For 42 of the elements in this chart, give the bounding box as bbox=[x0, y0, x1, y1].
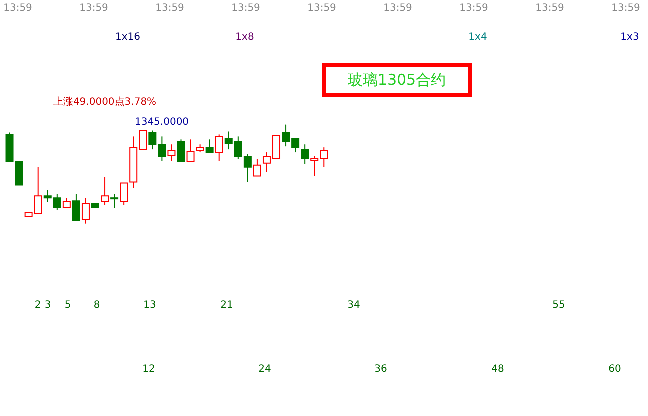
text: 36 bbox=[374, 364, 388, 375]
text: 13:59 bbox=[156, 3, 184, 14]
candlestick bbox=[101, 176, 110, 206]
annotation: 1345.0000 bbox=[134, 117, 190, 128]
candlestick bbox=[110, 194, 119, 208]
candlestick bbox=[62, 198, 71, 208]
text: 13:59 bbox=[232, 3, 260, 14]
text: 2 bbox=[34, 300, 42, 311]
text: 34 bbox=[348, 300, 360, 311]
candlestick bbox=[82, 198, 90, 224]
text: 13:59 bbox=[384, 3, 412, 14]
text: 13:59 bbox=[308, 3, 336, 14]
text: 48 bbox=[492, 364, 504, 375]
candlestick bbox=[215, 134, 224, 162]
candlestick bbox=[120, 182, 128, 206]
text: 1x8 bbox=[236, 32, 254, 43]
text: 8 bbox=[94, 300, 100, 311]
text: 24 bbox=[258, 364, 272, 375]
text: 3 bbox=[44, 300, 52, 311]
text: 上涨49.0000点3.78% bbox=[53, 96, 157, 108]
text: 21 bbox=[220, 300, 234, 311]
text: 13 bbox=[144, 300, 156, 311]
candlestick bbox=[177, 139, 186, 163]
text: 60 bbox=[608, 364, 622, 375]
candlestick bbox=[168, 144, 176, 162]
candlestick bbox=[301, 144, 310, 165]
text: 1x16 bbox=[115, 32, 141, 43]
text: 13:59 bbox=[80, 3, 108, 14]
candlestick bbox=[186, 139, 195, 163]
text: 13:59 bbox=[460, 3, 488, 14]
text: 55 bbox=[552, 300, 566, 311]
candlestick bbox=[72, 194, 80, 222]
text: 12 bbox=[142, 364, 156, 375]
text: 13:59 bbox=[612, 3, 640, 14]
text: 玻璃1305合约 bbox=[348, 71, 446, 89]
text: 13:59 bbox=[536, 3, 564, 14]
text: 1x4 bbox=[468, 32, 488, 43]
candlestick bbox=[206, 139, 214, 154]
text: 1x3 bbox=[620, 32, 640, 43]
text: 5 bbox=[64, 300, 72, 311]
candlestick bbox=[253, 158, 262, 177]
text: 13:59 bbox=[4, 3, 32, 14]
